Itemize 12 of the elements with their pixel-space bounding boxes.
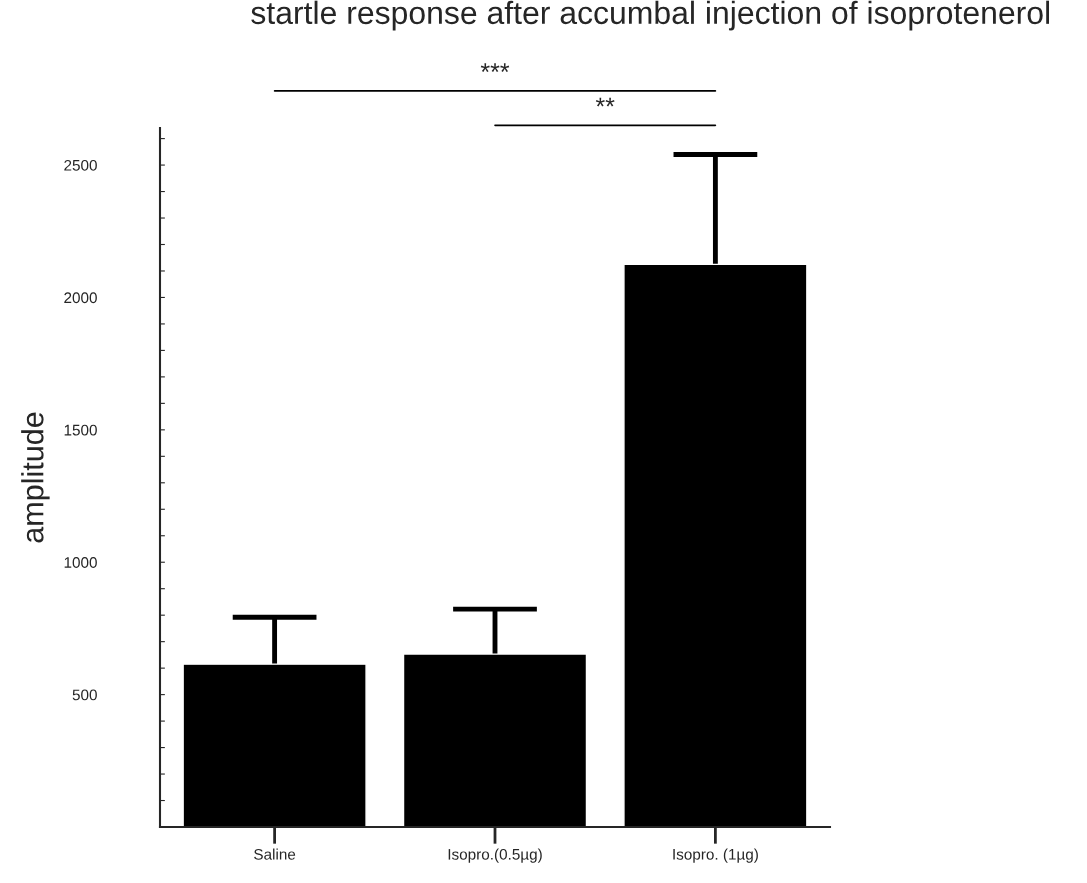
- y-tick-label: 2500: [64, 159, 97, 171]
- x-tick-label: Isopro.(0.5µg): [448, 848, 542, 863]
- y-tick-label: 1500: [64, 424, 97, 436]
- chart-title: startle response after accumbal injection of isoprotenerol: [251, 0, 1050, 31]
- y-tick-label: 500: [72, 689, 97, 701]
- text: **: [595, 97, 615, 107]
- x-tick-label: Isopro. (1µg): [673, 848, 758, 863]
- x-tick-label: Saline: [254, 848, 296, 860]
- y-tick-label: 2000: [64, 292, 97, 304]
- y-axis-title: amplitude: [21, 412, 50, 543]
- text: ***: [480, 63, 510, 73]
- y-tick-label: 1000: [64, 557, 97, 568]
